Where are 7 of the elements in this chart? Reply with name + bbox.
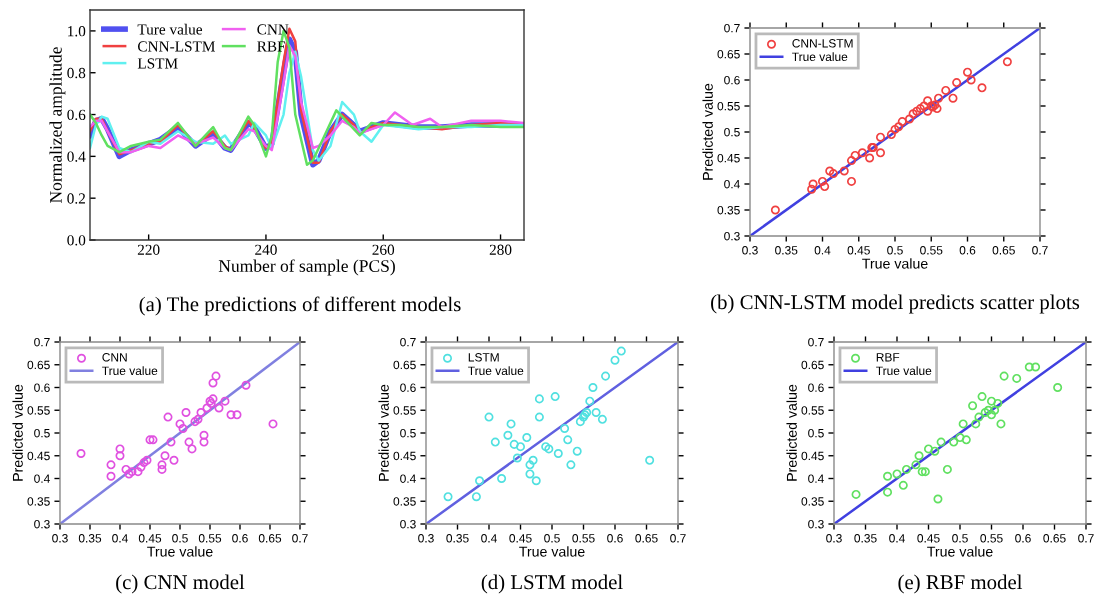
text: (e) RBF model xyxy=(898,574,1023,594)
text: (a) The predictions of different models xyxy=(139,296,461,316)
x-axis-title: Number of sample (PCS) xyxy=(218,259,395,276)
y-axis-title: Normalized amplitude xyxy=(49,47,66,203)
text: (c) CNN model xyxy=(116,574,245,594)
text: (d) LSTM model xyxy=(481,574,623,594)
text: (b) CNN-LSTM model predicts scatter plots xyxy=(711,294,1080,314)
